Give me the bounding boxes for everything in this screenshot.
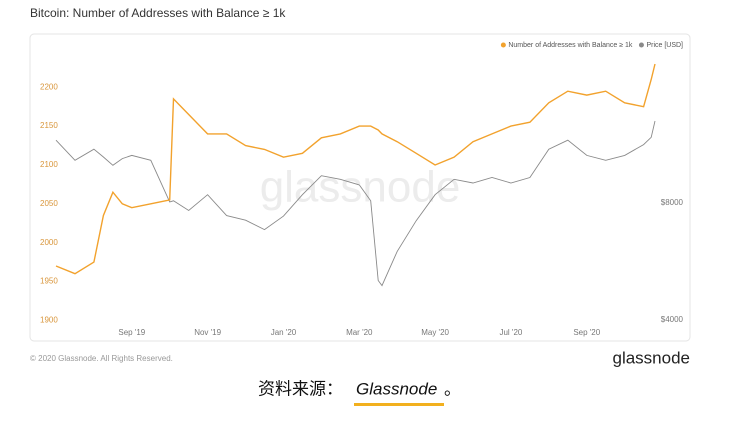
watermark: glassnode: [260, 163, 461, 212]
y-tick-label: 2000: [40, 238, 58, 247]
chart-title: Bitcoin: Number of Addresses with Balanc…: [30, 6, 286, 20]
legend-label: Number of Addresses with Balance ≥ 1k: [508, 42, 633, 49]
y-tick-label: 1900: [40, 315, 58, 324]
y-tick-label: 1950: [40, 277, 58, 286]
series-line: [55, 120, 656, 287]
y-tick-label: 2200: [40, 82, 58, 91]
legend-swatch: [500, 42, 506, 48]
x-tick-label: Jan '20: [271, 328, 297, 337]
caption-prefix: 资料来源：: [258, 379, 343, 398]
x-tick-label: Jul '20: [499, 328, 522, 337]
series-line: [55, 63, 656, 275]
caption-underline: [354, 403, 444, 406]
x-tick-label: Sep '19: [118, 328, 145, 337]
x-tick-label: Mar '20: [346, 328, 373, 337]
footer: © 2020 Glassnode. All Rights Reserved.: [30, 354, 173, 363]
x-tick-label: Sep '20: [573, 328, 600, 337]
y2-tick-label: $4000: [661, 315, 684, 324]
y2-tick-label: $8000: [661, 198, 684, 207]
x-tick-label: May '20: [421, 328, 449, 337]
x-tick-label: Nov '19: [194, 328, 221, 337]
y-tick-label: 2150: [40, 121, 58, 130]
legend-swatch: [638, 42, 644, 48]
caption-source: Glassnode: [356, 379, 437, 398]
legend-label: Price [USD]: [646, 42, 683, 49]
y-tick-label: 2050: [40, 199, 58, 208]
logo: glassnode: [612, 348, 690, 367]
chart-frame: [29, 33, 691, 342]
caption-suffix: 。: [444, 379, 461, 398]
y-tick-label: 2100: [40, 160, 58, 169]
